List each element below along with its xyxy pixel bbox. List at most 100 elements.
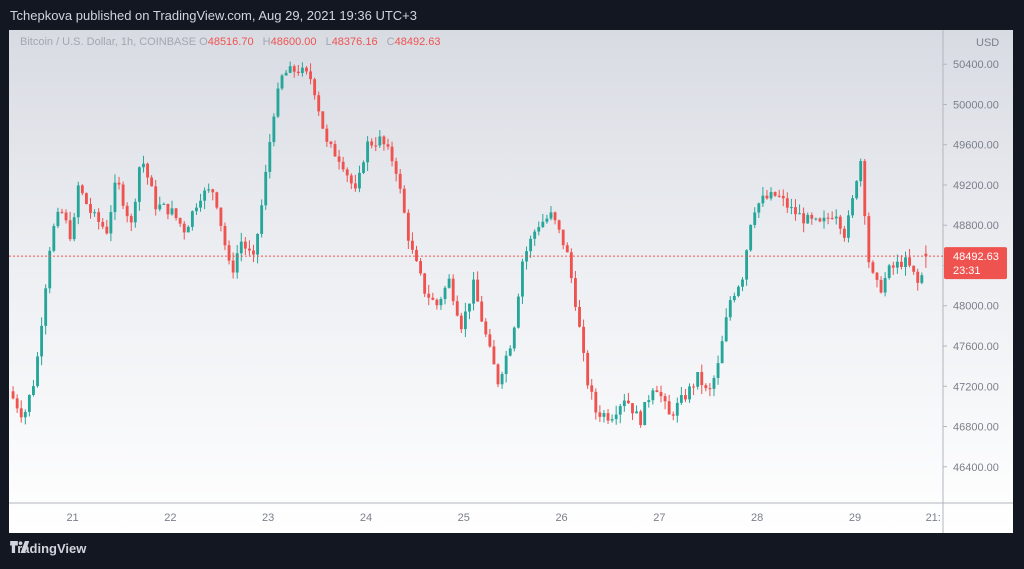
candle-body xyxy=(219,207,223,226)
candle-body xyxy=(728,300,732,318)
candle-body xyxy=(745,250,749,280)
candle-body xyxy=(667,401,671,415)
candle-body xyxy=(154,186,158,210)
candle-body xyxy=(749,224,753,251)
candle-body xyxy=(537,227,541,232)
candle-body xyxy=(366,141,370,163)
candle-body xyxy=(631,403,634,414)
candle-body xyxy=(162,203,166,205)
candle-body xyxy=(594,391,598,413)
candle-body xyxy=(362,162,365,173)
candle-body xyxy=(663,396,667,402)
candle-body xyxy=(284,72,288,76)
candle-body xyxy=(337,156,341,162)
candle-body xyxy=(769,192,773,199)
candle-body xyxy=(19,408,23,418)
candle-body xyxy=(435,299,439,306)
candle-body xyxy=(231,260,235,273)
candle-body xyxy=(777,195,781,197)
candle-body xyxy=(84,193,88,205)
candle-body xyxy=(60,211,64,213)
candle-body xyxy=(712,377,716,389)
candle-body xyxy=(80,185,84,194)
candle-body xyxy=(243,241,247,249)
candle-body xyxy=(684,395,687,400)
candle-body xyxy=(794,207,797,215)
candle-body xyxy=(386,144,390,147)
candle-body xyxy=(582,326,586,353)
candle-body xyxy=(753,212,757,225)
close-value: 48492.63 xyxy=(394,36,441,48)
candle-body xyxy=(455,301,459,316)
candlestick-chart[interactable]: 50400.00 50000.00 49600.00 49200.00 48800.00… xyxy=(9,30,1013,533)
candle-body xyxy=(545,218,549,222)
candle-body xyxy=(688,386,691,400)
candle-body xyxy=(411,240,414,250)
candle-body xyxy=(798,213,801,215)
candle-body xyxy=(529,238,533,252)
candle-body xyxy=(521,261,524,297)
candle-body xyxy=(64,212,68,221)
candle-body xyxy=(655,390,659,393)
candle-body xyxy=(305,67,308,72)
candle-body xyxy=(590,385,594,392)
candle-body xyxy=(802,213,806,224)
candle-body xyxy=(598,412,602,417)
candle-body xyxy=(863,161,867,217)
candle-body xyxy=(867,216,871,263)
candle-body xyxy=(569,252,573,279)
candle-body xyxy=(810,214,814,219)
candle-body xyxy=(27,394,31,412)
candle-body xyxy=(113,182,117,213)
candle-body xyxy=(851,198,854,216)
y-tick-label: 50000.00 xyxy=(953,99,999,111)
candle-body xyxy=(36,356,39,387)
candle-body xyxy=(415,249,418,262)
candle-body xyxy=(382,136,386,145)
candle-body xyxy=(239,241,243,254)
candle-body xyxy=(602,413,606,417)
candle-body xyxy=(834,216,838,219)
candle-body xyxy=(480,301,484,322)
candle-body xyxy=(142,163,145,168)
candle-body xyxy=(150,177,154,187)
candle-body xyxy=(696,372,700,387)
candle-body xyxy=(916,271,920,283)
candle-body xyxy=(268,142,272,172)
candle-body xyxy=(679,395,683,403)
candle-body xyxy=(423,273,427,294)
candle-body xyxy=(313,79,317,96)
x-tick-label: 29 xyxy=(849,512,861,524)
candle-body xyxy=(68,220,72,240)
candle-body xyxy=(349,175,353,184)
candle-body xyxy=(341,161,345,170)
candle-body xyxy=(105,226,109,234)
candle-body xyxy=(370,141,374,146)
candle-body xyxy=(704,385,708,389)
chart-pane[interactable]: 50400.00 50000.00 49600.00 49200.00 48800.00… xyxy=(9,30,1013,533)
candle-body xyxy=(488,334,492,347)
candle-body xyxy=(195,207,198,212)
y-tick-label: 49600.00 xyxy=(953,140,999,152)
candle-body xyxy=(708,388,712,390)
candle-body xyxy=(700,372,704,386)
candle-body xyxy=(353,183,357,189)
open-label: O xyxy=(199,36,208,48)
candle-body xyxy=(924,253,928,257)
candle-body xyxy=(765,195,769,199)
candle-body xyxy=(675,402,679,416)
candle-body xyxy=(345,169,349,176)
candle-body xyxy=(394,161,398,174)
footer-brand[interactable]: TradingView xyxy=(10,541,86,556)
candle-body xyxy=(737,286,740,296)
candle-body xyxy=(52,226,56,251)
x-tick-label: 21 xyxy=(66,512,78,524)
candle-body xyxy=(871,262,875,273)
candle-body xyxy=(842,228,846,238)
candle-body xyxy=(439,299,443,306)
x-tick-label: 26 xyxy=(555,512,567,524)
candle-body xyxy=(146,163,149,178)
candle-body xyxy=(908,257,912,266)
candle-body xyxy=(280,75,284,89)
candle-body xyxy=(533,231,537,239)
